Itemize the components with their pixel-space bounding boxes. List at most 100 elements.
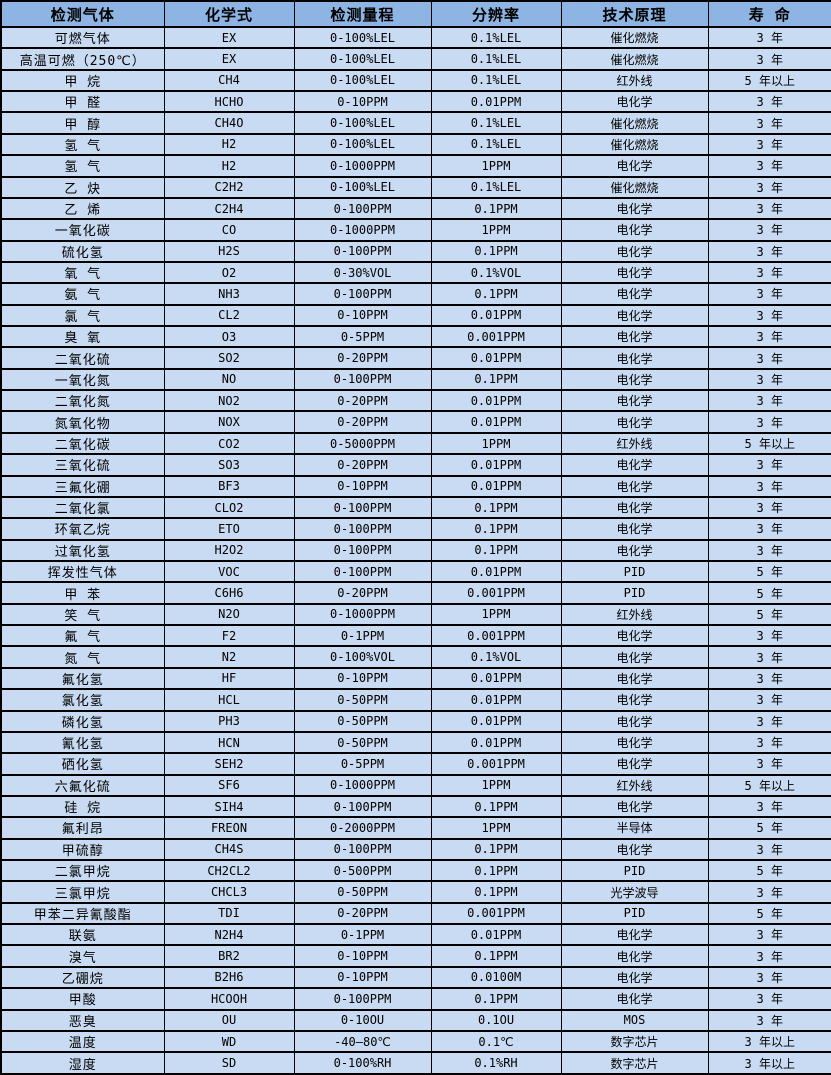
resolution-cell: 1PPM (430, 218, 562, 242)
technology-cell: 电化学 (560, 837, 709, 862)
resolution-cell: 0.01PPM (430, 474, 562, 498)
table-row: 高温可燃（250℃） EX 0-100%LEL 0.1%LEL 催化燃烧 3 年 (0, 47, 831, 71)
technology-cell: 电化学 (560, 645, 709, 669)
technology-cell: 电化学 (560, 282, 709, 306)
resolution-cell: 0.01PPM (430, 730, 562, 755)
resolution-cell: 0.01PPM (430, 453, 562, 477)
lifespan-cell: 3 年 (707, 987, 831, 1011)
detection-range-cell: 0-100PPM (293, 517, 432, 541)
lifespan-cell: 3 年 (707, 196, 831, 221)
gas-name-cell: 氟利昂 (0, 816, 165, 840)
table-row: 二氧化碳 CO2 0-5000PPM 1PPM 红外线 5 年以上 (0, 431, 831, 456)
detection-range-cell: 0-1PPM (293, 923, 432, 947)
detection-range-cell: 0-5PPM (293, 752, 432, 776)
resolution-cell: 0.001PPM (430, 325, 562, 349)
chemical-formula-cell: SO2 (163, 346, 295, 370)
detection-range-cell: 0-5PPM (293, 325, 432, 349)
technology-cell: 红外线 (560, 773, 709, 797)
lifespan-cell: 3 年 (707, 47, 831, 71)
table-row: 二氧化氯 CLO2 0-100PPM 0.1PPM 电化学 3 年 (0, 495, 831, 520)
lifespan-cell: 3 年 (707, 325, 831, 349)
table-row: 磷化氢 PH3 0-50PPM 0.01PPM 电化学 3 年 (0, 709, 831, 733)
lifespan-cell: 5 年以上 (707, 431, 831, 456)
technology-cell: PID (560, 559, 709, 584)
detection-range-cell: 0-10PPM (293, 944, 432, 968)
lifespan-cell: 3 年 (707, 645, 831, 669)
resolution-cell: 0.001PPM (430, 581, 562, 605)
detection-range-cell: 0-5000PPM (293, 431, 432, 456)
gas-name-cell: 氢 气 (0, 132, 165, 157)
lifespan-cell: 3 年 (707, 752, 831, 776)
technology-cell: 数字芯片 (560, 1029, 709, 1054)
resolution-cell: 1PPM (430, 816, 562, 840)
detection-range-cell: 0-100%RH (293, 1051, 432, 1075)
technology-cell: 电化学 (560, 90, 709, 114)
technology-cell: PID (560, 901, 709, 926)
gas-name-cell: 臭 氧 (0, 325, 165, 349)
lifespan-cell: 3 年 (707, 303, 831, 328)
detection-range-cell: 0-1000PPM (293, 773, 432, 797)
resolution-cell: 0.1PPM (430, 282, 562, 306)
detection-range-cell: 0-10PPM (293, 90, 432, 114)
gas-name-cell: 氟化氢 (0, 666, 165, 691)
gas-name-cell: 氯化氢 (0, 688, 165, 712)
gas-name-cell: 六氟化硫 (0, 773, 165, 797)
technology-cell: 电化学 (560, 794, 709, 819)
chemical-formula-cell: SD (163, 1051, 295, 1075)
table-row: 一氧化氮 NO 0-100PPM 0.1PPM 电化学 3 年 (0, 367, 831, 392)
table-row: 硒化氢 SEH2 0-5PPM 0.001PPM 电化学 3 年 (0, 752, 831, 776)
gas-name-cell: 氮 气 (0, 645, 165, 669)
lifespan-cell: 3 年 (707, 132, 831, 157)
resolution-cell: 0.1%LEL (430, 132, 562, 157)
technology-cell: 催化燃烧 (560, 132, 709, 157)
chemical-formula-cell: H2 (163, 132, 295, 157)
detection-range-cell: 0-10PPM (293, 965, 432, 990)
resolution-cell: 0.1PPM (430, 837, 562, 862)
gas-name-cell: 温度 (0, 1029, 165, 1054)
technology-cell: 电化学 (560, 709, 709, 733)
detection-range-cell: 0-100PPM (293, 559, 432, 584)
lifespan-cell: 3 年 (707, 688, 831, 712)
resolution-cell: 0.01PPM (430, 303, 562, 328)
table-row: 可燃气体 EX 0-100%LEL 0.1%LEL 催化燃烧 3 年 (0, 25, 831, 50)
technology-cell: 催化燃烧 (560, 111, 709, 135)
resolution-cell: 0.1℃ (430, 1029, 562, 1054)
detection-range-cell: 0-20PPM (293, 901, 432, 926)
gas-name-cell: 磷化氢 (0, 709, 165, 733)
detection-range-cell: 0-50PPM (293, 880, 432, 904)
detection-range-cell: 0-100PPM (293, 987, 432, 1011)
column-header: 技术原理 (560, 0, 709, 28)
table-row: 甲硫醇 CH4S 0-100PPM 0.1PPM 电化学 3 年 (0, 837, 831, 862)
resolution-cell: 0.001PPM (430, 752, 562, 776)
technology-cell: 催化燃烧 (560, 47, 709, 71)
technology-cell: MOS (560, 1008, 709, 1032)
table-row: 六氟化硫 SF6 0-1000PPM 1PPM 红外线 5 年以上 (0, 773, 831, 797)
chemical-formula-cell: C2H4 (163, 196, 295, 221)
table-row: 甲酸 HCOOH 0-100PPM 0.1PPM 电化学 3 年 (0, 987, 831, 1011)
lifespan-cell: 3 年 (707, 453, 831, 477)
lifespan-cell: 3 年 (707, 880, 831, 904)
resolution-cell: 0.01PPM (430, 923, 562, 947)
chemical-formula-cell: BF3 (163, 474, 295, 498)
gas-name-cell: 氟 气 (0, 624, 165, 648)
detection-range-cell: 0-10PPM (293, 303, 432, 328)
resolution-cell: 0.1PPM (430, 239, 562, 263)
gas-name-cell: 笑 气 (0, 602, 165, 627)
resolution-cell: 0.01PPM (430, 559, 562, 584)
detection-range-cell: 0-50PPM (293, 688, 432, 712)
chemical-formula-cell: VOC (163, 559, 295, 584)
gas-name-cell: 恶臭 (0, 1008, 165, 1032)
column-header: 分辨率 (430, 0, 562, 28)
chemical-formula-cell: O3 (163, 325, 295, 349)
lifespan-cell: 3 年 (707, 410, 831, 434)
resolution-cell: 1PPM (430, 602, 562, 627)
resolution-cell: 0.1PPM (430, 987, 562, 1011)
table-row: 二氧化硫 SO2 0-20PPM 0.01PPM 电化学 3 年 (0, 346, 831, 370)
gas-name-cell: 一氧化氮 (0, 367, 165, 392)
lifespan-cell: 3 年 (707, 1008, 831, 1032)
technology-cell: 电化学 (560, 730, 709, 755)
resolution-cell: 0.01PPM (430, 666, 562, 691)
detection-range-cell: 0-100PPM (293, 837, 432, 862)
lifespan-cell: 3 年以上 (707, 1029, 831, 1054)
chemical-formula-cell: N2O (163, 602, 295, 627)
